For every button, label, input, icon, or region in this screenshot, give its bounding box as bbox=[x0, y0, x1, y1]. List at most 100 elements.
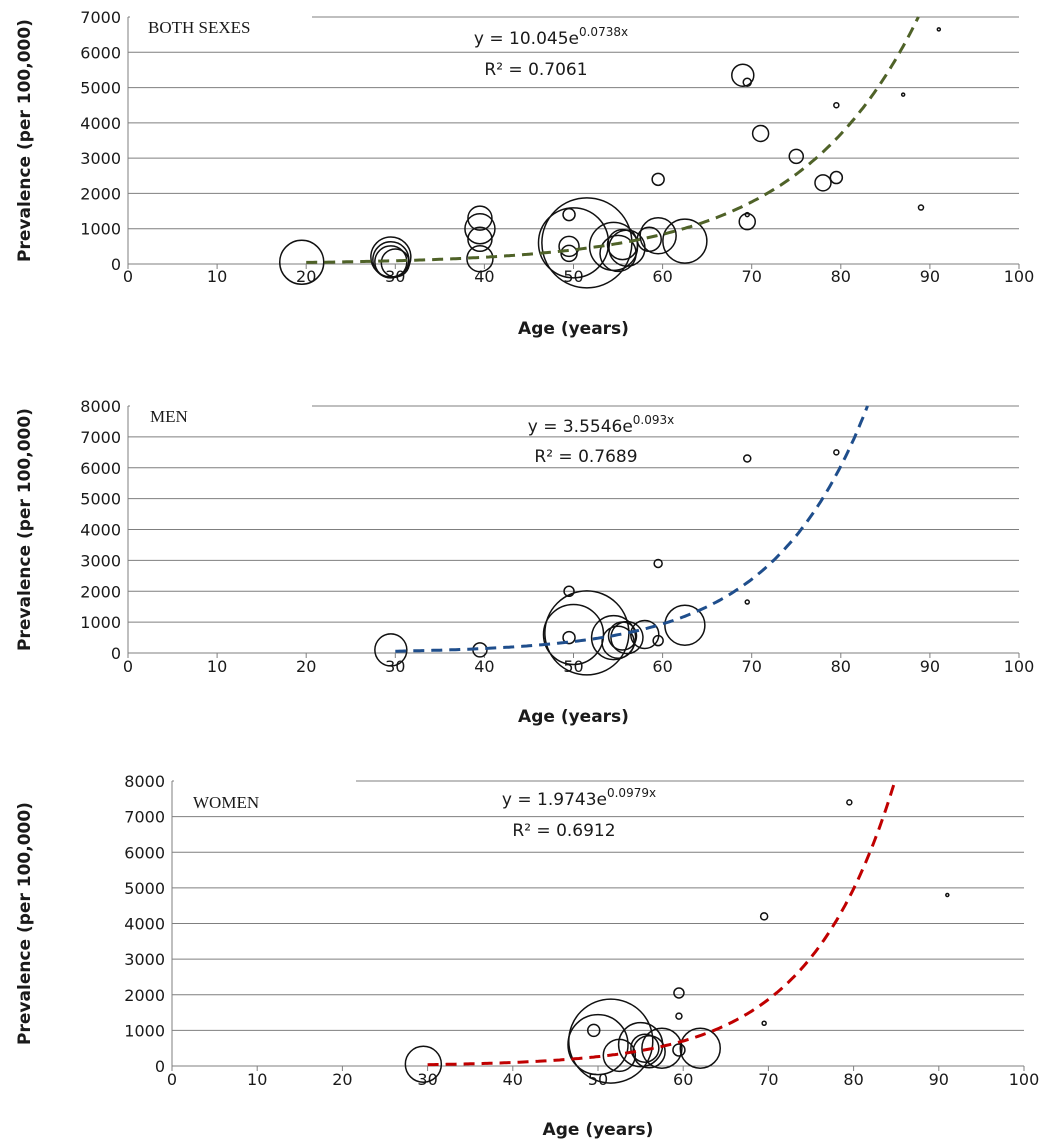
data-bubble bbox=[744, 599, 750, 605]
data-bubble bbox=[380, 248, 411, 278]
data-bubble bbox=[833, 449, 840, 456]
y-tick-label: 8000 bbox=[80, 397, 121, 416]
x-tick-label: 20 bbox=[296, 267, 316, 286]
trendline bbox=[306, 16, 920, 264]
x-tick-label: 60 bbox=[673, 1070, 693, 1089]
data-bubble bbox=[586, 1023, 601, 1038]
y-tick-label: 0 bbox=[111, 255, 121, 274]
x-tick-label: 10 bbox=[207, 657, 227, 676]
data-bubble bbox=[568, 998, 654, 1084]
x-tick-label: 80 bbox=[831, 657, 851, 676]
data-bubble bbox=[900, 92, 906, 97]
y-tick-label: 1000 bbox=[80, 220, 121, 239]
x-tick-label: 50 bbox=[563, 267, 583, 286]
panel-label-background bbox=[130, 394, 312, 424]
trendline-equation: y = 3.5546e0.093x bbox=[528, 413, 675, 437]
x-tick-label: 10 bbox=[207, 267, 227, 286]
x-tick-label: 80 bbox=[831, 267, 851, 286]
data-bubble bbox=[675, 1012, 683, 1020]
y-tick-label: 0 bbox=[111, 644, 121, 663]
panel-label-background bbox=[174, 769, 356, 799]
data-bubble bbox=[563, 585, 575, 597]
chart-panel-3: 0 1000 2000 3000 4000 5000 6000 7000 8000 0 10 20 30… bbox=[15, 769, 1039, 1140]
y-axis-label: Prevalence (per 100,000) bbox=[15, 408, 35, 651]
data-bubble bbox=[601, 625, 635, 659]
x-tick-label: 40 bbox=[474, 267, 494, 286]
data-bubble bbox=[641, 1027, 683, 1069]
x-tick-label: 100 bbox=[1009, 1070, 1040, 1089]
x-tick-label: 50 bbox=[588, 1070, 608, 1089]
data-bubble bbox=[759, 912, 769, 921]
data-bubble bbox=[278, 239, 325, 285]
y-tick-label: 2000 bbox=[80, 582, 121, 601]
data-bubble bbox=[606, 228, 639, 261]
data-bubble bbox=[599, 234, 637, 273]
data-bubble bbox=[467, 205, 493, 231]
panel-label: WOMEN bbox=[193, 793, 259, 812]
x-tick-label: 80 bbox=[843, 1070, 863, 1089]
y-tick-label: 8000 bbox=[124, 772, 165, 791]
data-bubble bbox=[537, 207, 610, 279]
x-tick-label: 100 bbox=[1004, 267, 1035, 286]
x-tick-label: 0 bbox=[123, 267, 133, 286]
data-bubble bbox=[917, 204, 925, 211]
trendline-equation-base: y = 1.9743e bbox=[502, 790, 607, 810]
x-axis-label: Age (years) bbox=[518, 319, 629, 339]
panel-label: MEN bbox=[150, 407, 188, 426]
data-bubble bbox=[846, 799, 853, 806]
data-bubble bbox=[731, 63, 755, 87]
y-tick-label: 1000 bbox=[124, 1021, 165, 1040]
data-bubble bbox=[560, 244, 578, 263]
data-bubble bbox=[651, 172, 665, 187]
y-tick-label: 5000 bbox=[124, 879, 165, 898]
data-bubble bbox=[833, 101, 840, 109]
data-bubble bbox=[664, 604, 706, 646]
trendline-r-squared: R² = 0.6912 bbox=[512, 821, 615, 841]
data-bubble bbox=[558, 235, 580, 258]
x-tick-label: 30 bbox=[417, 1070, 437, 1089]
data-bubble bbox=[738, 212, 756, 231]
data-bubble bbox=[672, 1043, 686, 1057]
data-bubble bbox=[567, 1013, 629, 1076]
y-tick-label: 6000 bbox=[80, 459, 121, 478]
y-tick-label: 1000 bbox=[80, 613, 121, 632]
data-bubble bbox=[404, 1045, 443, 1083]
y-tick-label: 5000 bbox=[80, 79, 121, 98]
data-bubble bbox=[829, 170, 844, 185]
x-tick-label: 40 bbox=[503, 1070, 523, 1089]
y-tick-label: 4000 bbox=[124, 915, 165, 934]
data-bubble bbox=[761, 1020, 767, 1026]
y-tick-label: 4000 bbox=[80, 114, 121, 133]
data-bubble bbox=[742, 77, 752, 88]
y-tick-label: 0 bbox=[155, 1057, 165, 1076]
trendline-r-squared: R² = 0.7061 bbox=[484, 60, 587, 80]
trendline-equation-base: y = 10.045e bbox=[474, 29, 579, 49]
x-tick-label: 100 bbox=[1004, 657, 1035, 676]
y-axis-label: Prevalence (per 100,000) bbox=[15, 802, 35, 1045]
x-axis-label: Age (years) bbox=[543, 1120, 654, 1140]
y-tick-label: 3000 bbox=[80, 149, 121, 168]
trendline-equation: y = 10.045e0.0738x bbox=[474, 25, 628, 49]
data-bubble bbox=[464, 212, 496, 245]
x-tick-label: 20 bbox=[332, 1070, 352, 1089]
data-bubble bbox=[742, 454, 752, 463]
trendline-equation-exponent: 0.0738x bbox=[579, 25, 628, 39]
x-tick-label: 60 bbox=[652, 267, 672, 286]
y-tick-label: 2000 bbox=[80, 184, 121, 203]
data-bubble bbox=[662, 218, 708, 264]
data-bubble bbox=[544, 590, 630, 676]
x-tick-label: 30 bbox=[385, 657, 405, 676]
y-tick-label: 3000 bbox=[80, 551, 121, 570]
trendline-equation-exponent: 0.093x bbox=[633, 413, 674, 427]
x-tick-label: 90 bbox=[920, 267, 940, 286]
data-bubble bbox=[652, 634, 664, 647]
trendline bbox=[395, 405, 869, 653]
x-tick-label: 10 bbox=[247, 1070, 267, 1089]
y-tick-label: 7000 bbox=[80, 8, 121, 27]
y-tick-label: 4000 bbox=[80, 521, 121, 540]
data-bubble bbox=[467, 226, 493, 253]
data-bubble bbox=[673, 987, 685, 999]
y-tick-label: 7000 bbox=[80, 428, 121, 447]
x-tick-label: 70 bbox=[758, 1070, 778, 1089]
